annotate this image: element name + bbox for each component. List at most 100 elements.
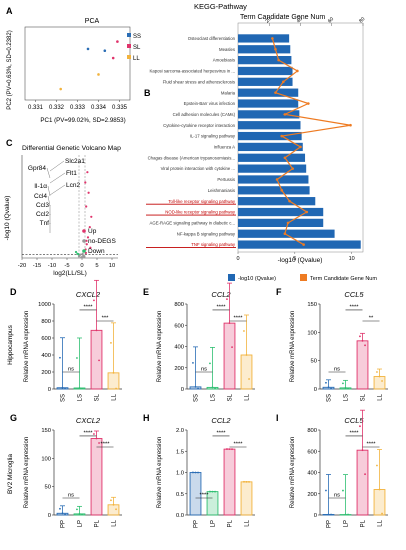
- kegg-category-label: Amoebiasis: [213, 58, 235, 63]
- volcano-legend-label-down: Down: [88, 248, 105, 255]
- bar-point: [359, 335, 361, 338]
- kegg-bar: [238, 121, 301, 130]
- volcano-xtick-label: -15: [33, 263, 41, 269]
- kegg-legend-line-swatch: [300, 274, 307, 281]
- kegg-category-label: IL-17 signaling pathway: [190, 134, 236, 139]
- pca-point-ll: [59, 87, 62, 91]
- bar-point: [381, 512, 383, 515]
- bar-panel-ytick-label: 200: [307, 492, 317, 498]
- pca-xtick-label: 0.333: [70, 105, 86, 111]
- kegg-category-label: Measles: [219, 47, 235, 52]
- kegg-gene-num-point: [283, 113, 287, 116]
- bar-panel-ytick-label: 1.5: [176, 449, 184, 455]
- panel-letter-c: C: [6, 138, 13, 148]
- bar-point: [226, 298, 228, 301]
- bar-point: [197, 471, 199, 474]
- bar-point: [245, 480, 248, 483]
- kegg-bar: [238, 153, 306, 162]
- bar-sl: [90, 329, 103, 390]
- volcano-gene-label: Flt1: [66, 170, 77, 177]
- volcano-point-up: [88, 226, 91, 229]
- pca-xtick-label: 0.335: [112, 105, 128, 111]
- bar-point: [192, 471, 194, 474]
- bar-point: [115, 387, 117, 390]
- bar-category-label: SL: [228, 393, 234, 401]
- volcano-legend-marker-up: [82, 229, 86, 233]
- bar-point: [347, 513, 349, 516]
- bar-pl: [223, 448, 236, 516]
- volcano-xtick-label: 10: [109, 263, 115, 269]
- kegg-gene-num-line: [271, 38, 351, 246]
- volcano-gene-label: Slc2a1: [65, 158, 85, 165]
- bar-point: [76, 508, 78, 511]
- kegg-top-tick-label: 80: [358, 16, 366, 24]
- bar-panel-d: D CXCL2 Relative mRNA expression 0 200 400 600…: [10, 279, 122, 402]
- volcano-point-up: [87, 191, 90, 194]
- volcano-gene-pointer: [46, 167, 51, 179]
- volcano-plot: -20 -15 -10 -5 0 5 10 Gpr84 Slc2a1 Flt1 Lcn2 Il-1α C…: [18, 155, 118, 269]
- kegg-category-label: Pertussis: [217, 177, 235, 182]
- bar-panel-ytick-label: 0.5: [176, 492, 184, 498]
- bar-category-label: PP: [61, 520, 67, 528]
- bar-point: [95, 329, 98, 332]
- kegg-gene-num-point: [305, 210, 309, 214]
- kegg-category-label: NOD-like receptor signaling pathway: [165, 210, 236, 215]
- bar-panel-title: CCL5: [344, 290, 364, 299]
- bar-point: [243, 330, 245, 332]
- significance-label: ****: [100, 442, 110, 448]
- kegg-legend: -log10 (Qvalue) Term Candidate Gene Num: [228, 274, 377, 282]
- pca-point-sl: [111, 56, 115, 60]
- volcano-point-up: [85, 205, 88, 208]
- significance-label: ****: [83, 304, 93, 310]
- pca-frame: [24, 26, 131, 101]
- significance-label: ns: [68, 367, 74, 373]
- bar-point: [359, 425, 361, 428]
- bar-panel-ylabel: Relative mRNA expression: [24, 311, 30, 382]
- kegg-category-label: Cytokine-cytokine receptor interaction: [163, 123, 235, 128]
- significance-label: ns: [68, 493, 74, 499]
- kegg-bar: [238, 240, 361, 249]
- bar-point: [378, 375, 381, 378]
- bar-point: [61, 512, 64, 515]
- volcano-xlabel: log2(LL/SL): [53, 270, 87, 277]
- bar-panel-ytick-label: 150: [307, 302, 317, 308]
- panel-letter-i: I: [276, 413, 279, 423]
- kegg-bar: [238, 175, 309, 184]
- kegg-gene-num-point: [274, 91, 277, 94]
- volcano-gene-label: Gpr84: [28, 165, 46, 172]
- pca-xtick-label: 0.331: [28, 105, 44, 111]
- pca-xlabel: PC1 (PV=99.02%, SD=2.9853): [40, 117, 125, 124]
- bar-panel-ylabel: Relative mRNA expression: [157, 437, 163, 508]
- kegg-bottom-tick-label: 10: [349, 256, 355, 262]
- bar-point: [327, 386, 330, 389]
- bar-point: [325, 381, 327, 384]
- kegg-gene-num-point: [275, 178, 279, 181]
- bar-category-label: SL: [361, 393, 367, 401]
- bar-panel-e: E CCL2 Relative mRNA expression 0 200 400 600 8…: [143, 282, 255, 402]
- bar-point: [361, 449, 364, 452]
- bar-category-label: LP: [78, 520, 84, 527]
- pca-xtick-label: 0.334: [91, 105, 107, 111]
- significance-label: ns: [201, 367, 207, 373]
- bar-point: [64, 513, 66, 516]
- bar-pl: [90, 438, 103, 516]
- volcano-xtick-label: -5: [64, 263, 69, 269]
- bar-point: [81, 513, 83, 516]
- bar-category-label: LL: [245, 393, 251, 400]
- kegg-category-label: Chagas disease (American trypanosomiasis…: [148, 155, 235, 160]
- kegg-category-label: AGE-RAGE signaling pathway in diabetic c…: [149, 220, 235, 225]
- panel-letter-h: H: [143, 413, 150, 423]
- volcano-point-up: [86, 236, 90, 239]
- kegg-top-tick-label: 20: [264, 16, 272, 24]
- bar-point: [378, 488, 381, 491]
- kegg-gene-num-point: [288, 199, 291, 203]
- pca-legend-label-sl: SL: [133, 45, 141, 51]
- row-label-hippocampus: Hippocampus: [7, 324, 14, 364]
- volcano-gene-pointer: [49, 172, 66, 184]
- bar-point: [361, 339, 364, 342]
- volcano-legend-label-up: Up: [88, 228, 97, 235]
- bar-ll: [240, 481, 253, 516]
- bar-point: [197, 387, 199, 390]
- pca-xtick-label: 0.332: [49, 105, 65, 111]
- pca-point-ss: [103, 49, 107, 53]
